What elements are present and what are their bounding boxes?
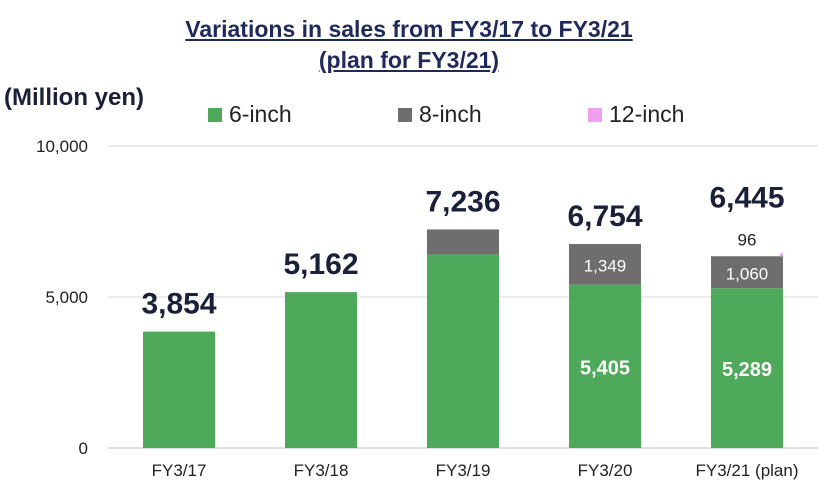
bar-segment-8-inch — [427, 229, 499, 255]
total-label: 6,754 — [567, 200, 642, 233]
data-label-12-inch: 96 — [738, 230, 757, 249]
y-tick-label: 0 — [79, 439, 88, 458]
legend-item-8-inch: 8-inch — [398, 101, 482, 128]
data-label-6-inch: 5,289 — [722, 359, 772, 381]
legend-label-6-inch: 6-inch — [229, 101, 292, 127]
bar-segment-6-inch — [427, 254, 499, 448]
legend-swatch-12-inch — [588, 107, 602, 122]
y-tick-label: 10,000 — [36, 137, 88, 156]
y-tick-label: 5,000 — [45, 288, 88, 307]
y-axis-label: (Million yen) — [4, 84, 144, 111]
legend-label-12-inch: 12-inch — [609, 101, 685, 127]
bar-segment-6-inch — [569, 284, 641, 448]
bar-segment-12-inch — [780, 253, 783, 257]
bar-segment-6-inch — [285, 292, 357, 448]
data-label-8-inch: 1,060 — [726, 264, 769, 283]
x-tick-label: FY3/18 — [294, 461, 349, 480]
bar-segment-8-inch — [569, 244, 641, 285]
total-label: 3,854 — [141, 288, 216, 321]
x-tick-label: FY3/17 — [152, 461, 207, 480]
bar-segment-6-inch — [711, 288, 783, 448]
total-label: 7,236 — [425, 185, 500, 218]
data-label-6-inch: 5,405 — [580, 357, 630, 379]
legend-label-8-inch: 8-inch — [419, 101, 482, 127]
chart-title-line2: (plan for FY3/21) — [318, 47, 500, 73]
bar-segment-6-inch — [143, 331, 215, 448]
legend-swatch-6-inch — [208, 107, 222, 122]
x-tick-label: FY3/21 (plan) — [696, 461, 799, 480]
x-tick-label: FY3/19 — [436, 461, 491, 480]
legend-item-6-inch: 6-inch — [208, 101, 292, 128]
total-label: 6,445 — [709, 181, 784, 214]
x-tick-label: FY3/20 — [578, 461, 633, 480]
data-label-8-inch: 1,349 — [584, 256, 627, 275]
legend-item-12-inch: 12-inch — [588, 101, 684, 128]
bar-segment-8-inch — [711, 256, 783, 289]
legend-swatch-8-inch — [398, 107, 412, 122]
total-label: 5,162 — [283, 248, 358, 281]
chart-title-line1: Variations in sales from FY3/17 to FY3/2… — [185, 16, 633, 42]
